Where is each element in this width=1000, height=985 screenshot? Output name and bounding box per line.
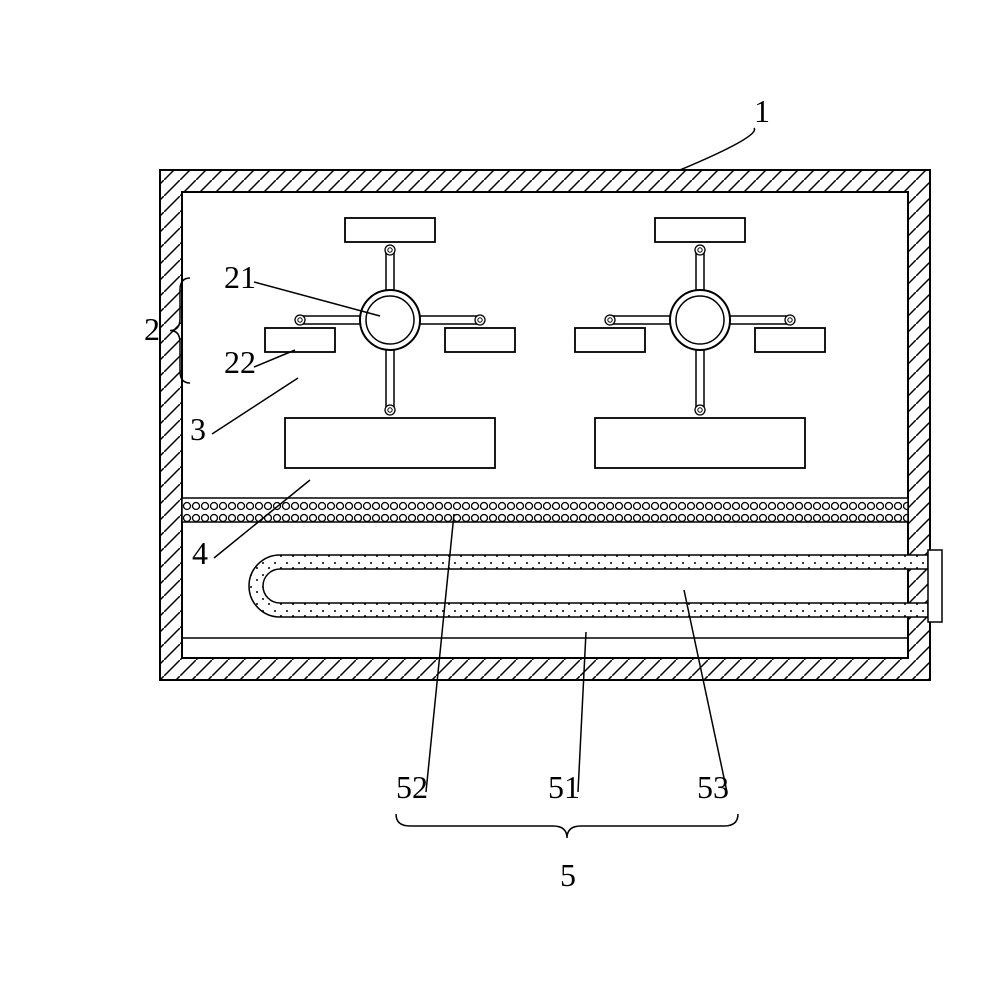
label-2: 2 xyxy=(144,311,160,347)
engineering-diagram: 121222345251535 xyxy=(20,20,1000,965)
label-3: 3 xyxy=(190,411,206,447)
label-22: 22 xyxy=(224,344,256,380)
label-52: 52 xyxy=(396,769,428,805)
label-21: 21 xyxy=(224,259,256,295)
label-51: 51 xyxy=(548,769,580,805)
label-5: 5 xyxy=(560,857,576,893)
label-53: 53 xyxy=(697,769,729,805)
label-1: 1 xyxy=(754,93,770,129)
label-4: 4 xyxy=(192,535,208,571)
